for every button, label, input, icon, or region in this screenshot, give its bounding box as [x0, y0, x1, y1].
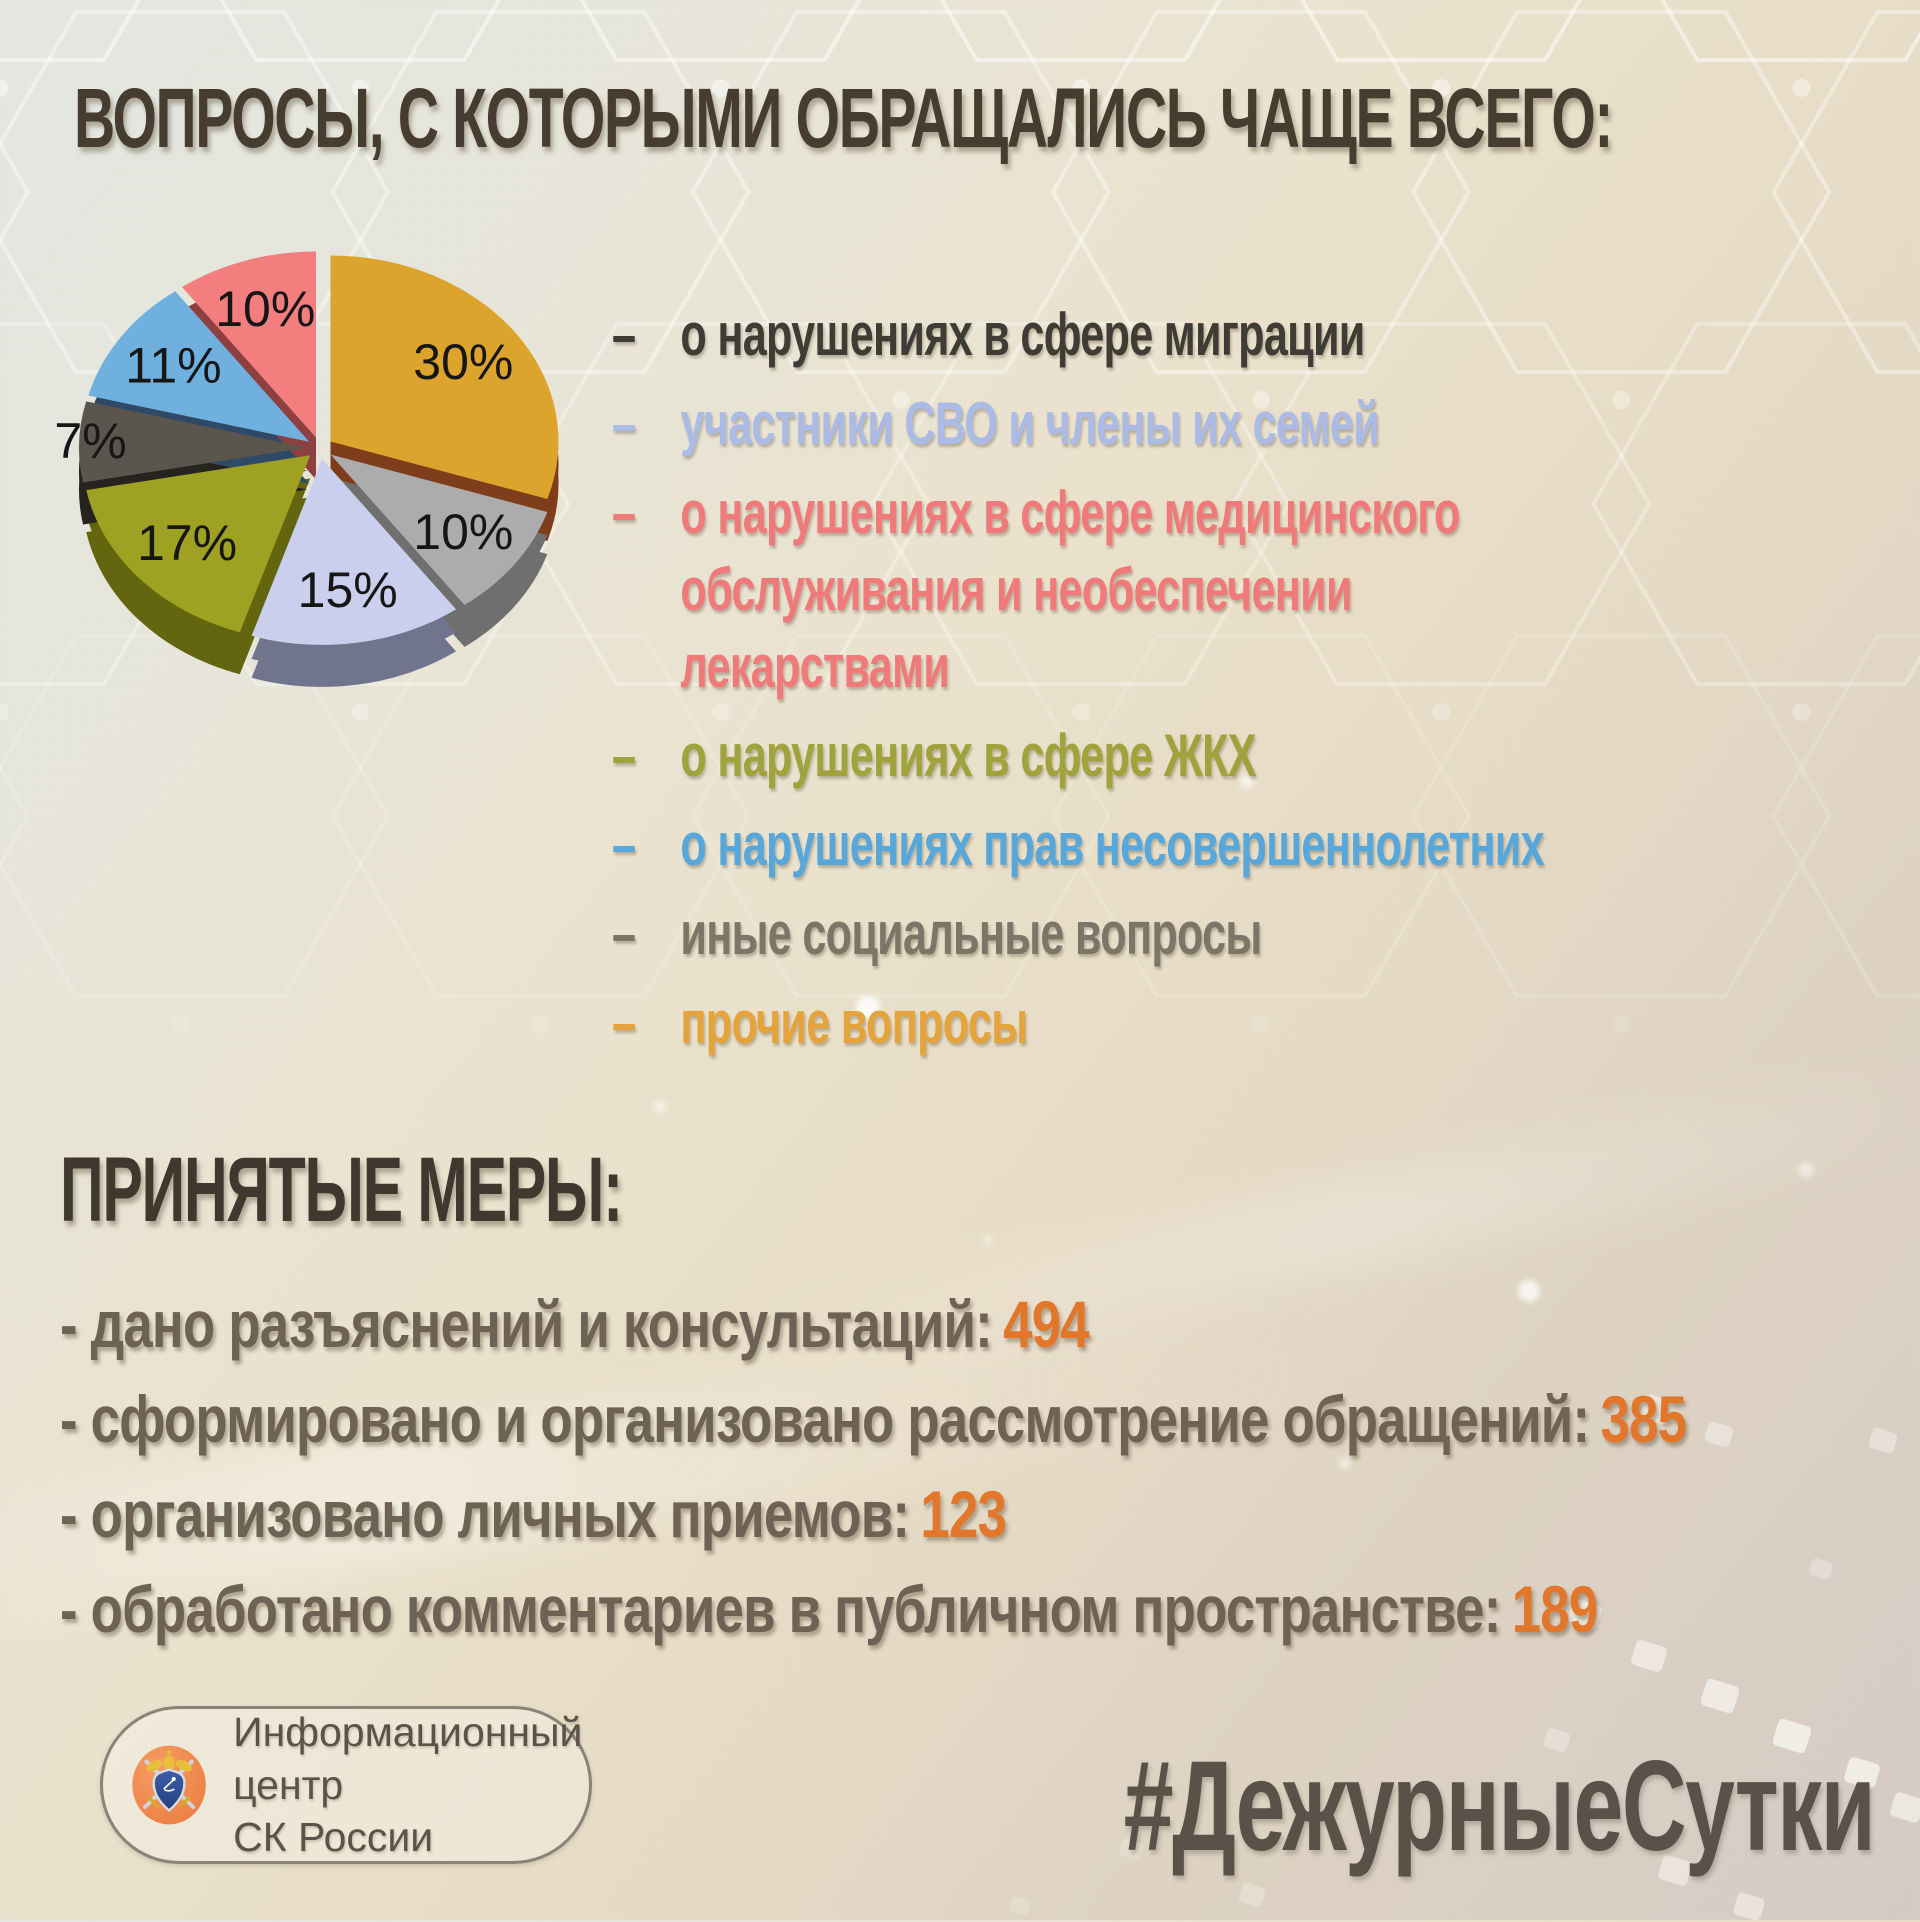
pie-legend: – о нарушениях в сфере миграции – участн…	[612, 296, 1906, 1073]
legend-item: – участники СВО и члены их семей	[612, 385, 1544, 462]
measure-label: - сформировано и организовано рассмотрен…	[60, 1382, 1589, 1456]
legend-item: – о нарушениях в сфере медицинского обсл…	[612, 474, 1544, 705]
legend-item: – о нарушениях в сфере ЖКХ	[612, 717, 1544, 794]
legend-item-label: прочие вопросы	[680, 984, 1027, 1061]
measures-heading: ПРИНЯТЫЕ МЕРЫ:	[60, 1138, 1402, 1243]
pie-percent-label: 15%	[298, 562, 398, 618]
measure-value: 494	[1003, 1287, 1089, 1361]
pixel-square	[1008, 1895, 1032, 1917]
pixel-square	[1732, 1891, 1765, 1921]
hexagon-vertex-dot	[171, 1015, 189, 1033]
legend-dash-icon: –	[612, 984, 680, 1061]
measure-value: 123	[920, 1477, 1006, 1551]
legend-dash-icon: –	[612, 806, 680, 883]
legend-item: – о нарушениях в сфере миграции	[612, 296, 1544, 373]
legend-dash-icon: –	[612, 895, 680, 972]
legend-dash-icon: –	[612, 474, 680, 551]
logo-text-line2: СК России	[233, 1811, 589, 1863]
legend-item-label: о нарушениях в сфере миграции	[680, 296, 1364, 373]
legend-item-label: о нарушениях прав несовершеннолетних	[680, 806, 1543, 883]
legend-item: – иные социальные вопросы	[612, 895, 1544, 972]
pie-chart-svg: 30%10%15%17%7%11%10%	[55, 238, 615, 718]
hexagon-outline	[0, 636, 28, 996]
pie-percent-label: 10%	[413, 504, 513, 560]
hexagon-outline	[1593, 0, 1920, 60]
measure-line: - сформировано и организовано рассмотрен…	[60, 1372, 1686, 1467]
hexagon-outline	[0, 12, 28, 372]
pie-percent-label: 7%	[55, 413, 127, 469]
logo-text: Информационный центр СК России	[233, 1706, 589, 1863]
measure-label: - обработано комментариев в публичном пр…	[60, 1572, 1500, 1646]
sk-russia-emblem-icon	[129, 1729, 209, 1841]
pixel-square	[1700, 1678, 1741, 1715]
logo-text-line1: Информационный центр	[233, 1706, 589, 1811]
hexagon-vertex-dot	[0, 79, 9, 97]
measure-line: - обработано комментариев в публичном пр…	[60, 1562, 1686, 1657]
measure-value: 385	[1600, 1382, 1686, 1456]
hexagon-outline	[513, 0, 929, 60]
pie-percent-label: 10%	[215, 281, 315, 337]
hexagon-vertex-dot	[0, 703, 9, 721]
hashtag: #ДежурныеСутки	[1123, 1733, 1874, 1880]
legend-item: – о нарушениях прав несовершеннолетних	[612, 806, 1544, 883]
legend-item-label: иные социальные вопросы	[680, 895, 1261, 972]
legend-item-label: о нарушениях в сфере ЖКХ	[680, 717, 1255, 794]
hexagon-outline	[873, 0, 1289, 60]
legend-item: – прочие вопросы	[612, 984, 1544, 1061]
measure-line: - дано разъяснений и консультаций:494	[60, 1277, 1686, 1372]
hexagon-outline	[1233, 0, 1649, 60]
legend-dash-icon: –	[612, 385, 680, 462]
pixel-square	[1238, 1882, 1267, 1908]
measure-label: - дано разъяснений и консультаций:	[60, 1287, 992, 1361]
legend-dash-icon: –	[612, 717, 680, 794]
hexagon-vertex-dot	[531, 1015, 549, 1033]
page-title: ВОПРОСЫ, С КОТОРЫМИ ОБРАЩАЛИСЬ ЧАЩЕ ВСЕГ…	[74, 70, 1612, 167]
pie-percent-label: 11%	[125, 338, 221, 394]
hexagon-outline	[0, 0, 208, 60]
legend-dash-icon: –	[612, 296, 680, 373]
measures-section: ПРИНЯТЫЕ МЕРЫ: - дано разъяснений и конс…	[60, 1138, 1920, 1657]
pie-percent-label: 17%	[137, 515, 237, 571]
legend-item-label: участники СВО и члены их семей	[680, 385, 1379, 462]
hexagon-vertex-dot	[1792, 79, 1810, 97]
logo-badge: Информационный центр СК России	[100, 1706, 592, 1864]
questions-pie-chart: 30%10%15%17%7%11%10%	[55, 238, 615, 718]
measure-line: - организовано личных приемов:123	[60, 1467, 1686, 1562]
pixel-square	[1889, 1791, 1920, 1823]
legend-item-label: о нарушениях в сфере медицинского обслуж…	[680, 474, 1508, 705]
measure-value: 189	[1512, 1572, 1598, 1646]
hexagon-outline	[152, 0, 568, 60]
bokeh-dot	[654, 1100, 666, 1112]
measure-label: - организовано личных приемов:	[60, 1477, 909, 1551]
pie-percent-label: 30%	[413, 334, 513, 390]
